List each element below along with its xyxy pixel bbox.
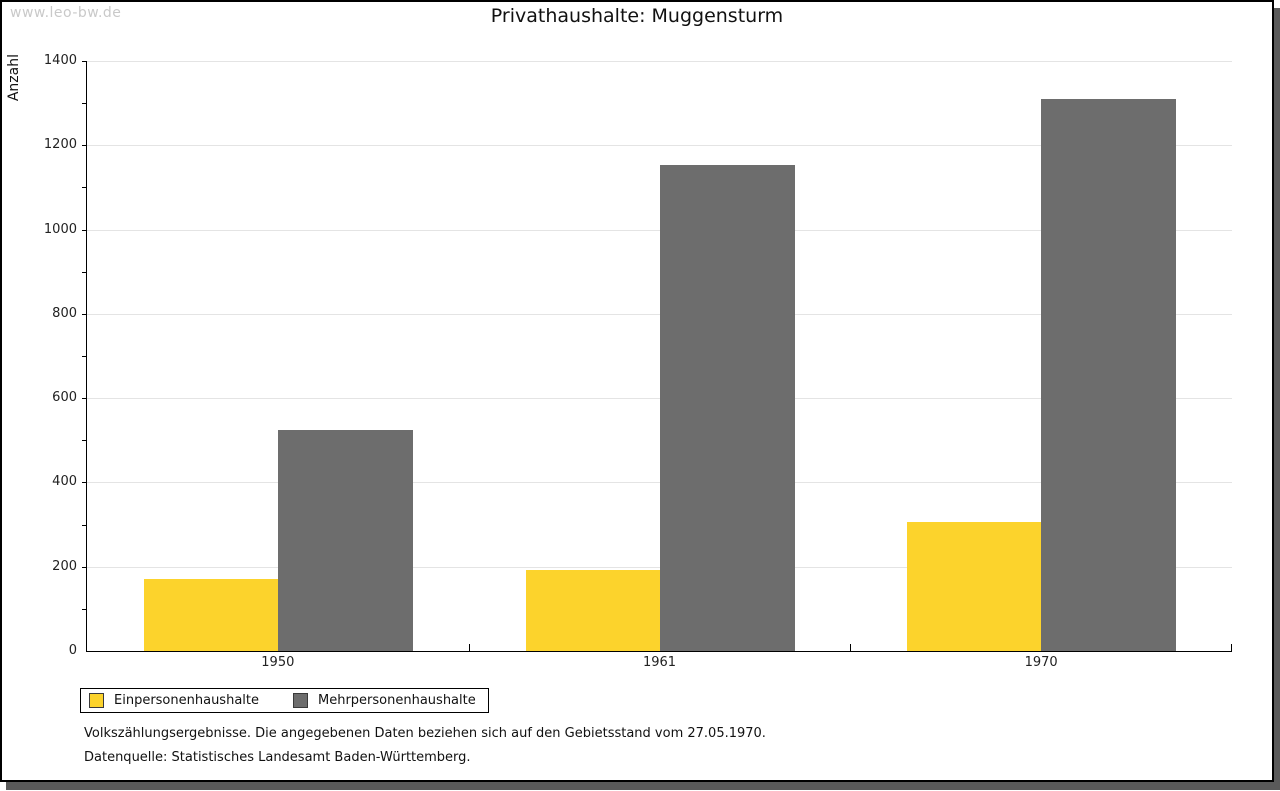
y-tick-400 — [82, 482, 86, 484]
gridline-y-1400 — [87, 61, 1232, 62]
bar-Einpersonenhaushalte-1950 — [143, 578, 278, 651]
y-tick-label-600: 600 — [52, 390, 77, 406]
footnote-census: Volkszählungsergebnisse. Die angegebenen… — [84, 726, 766, 741]
footnote-source: Datenquelle: Statistisches Landesamt Bad… — [84, 750, 471, 765]
y-tick-1400 — [82, 61, 86, 62]
y-axis-label: Anzahl — [6, 54, 22, 102]
y-tick-label-400: 400 — [52, 474, 77, 490]
legend-label: Mehrpersonenhaushalte — [318, 693, 476, 708]
legend-swatch-icon — [293, 693, 308, 708]
bar-Mehrpersonenhaushalte-1950 — [277, 429, 413, 651]
x-tick-boundary-2 — [850, 644, 852, 651]
y-tick-800 — [82, 313, 86, 315]
y-tick-300 — [82, 524, 86, 526]
y-tick-1200 — [82, 145, 86, 147]
gridline-y-1200 — [87, 145, 1232, 147]
bar-Einpersonenhaushalte-1961 — [525, 570, 660, 651]
x-tick-label-1950: 1950 — [261, 655, 295, 670]
x-axis-end-cap — [1231, 644, 1232, 651]
y-tick-700 — [82, 356, 86, 357]
bar-Mehrpersonenhaushalte-1961 — [659, 165, 795, 651]
y-tick-600 — [82, 398, 86, 400]
legend-item-Einpersonenhaushalte: Einpersonenhaushalte — [89, 693, 259, 708]
watermark-leo-bw: www.leo-bw.de — [10, 5, 122, 21]
y-tick-100 — [82, 608, 86, 610]
x-tick-label-1961: 1961 — [642, 655, 677, 670]
legend-swatch-icon — [89, 693, 104, 708]
legend: Einpersonenhaushalte Mehrpersonenhaushalt… — [80, 688, 489, 713]
y-tick-1300 — [82, 103, 86, 105]
y-tick-label-200: 200 — [52, 558, 77, 574]
y-tick-900 — [82, 271, 86, 273]
y-tick-label-1200: 1200 — [43, 137, 77, 153]
legend-item-Mehrpersonenhaushalte: Mehrpersonenhaushalte — [293, 693, 476, 708]
x-tick-boundary-1 — [468, 644, 470, 651]
y-tick-500 — [82, 440, 86, 442]
page-title: Privathaushalte: Muggensturm — [490, 5, 784, 27]
bar-Einpersonenhaushalte-1970 — [907, 522, 1042, 651]
legend-label: Einpersonenhaushalte — [114, 693, 259, 708]
y-tick-label-1400: 1400 — [43, 53, 77, 68]
y-tick-label-0: 0 — [68, 643, 77, 658]
y-tick-1000 — [82, 229, 86, 231]
bar-Mehrpersonenhaushalte-1970 — [1041, 98, 1177, 651]
y-tick-200 — [82, 566, 86, 568]
y-tick-label-800: 800 — [52, 305, 77, 321]
y-tick-1100 — [82, 187, 86, 189]
y-tick-label-1000: 1000 — [43, 221, 77, 237]
x-tick-label-1970: 1970 — [1024, 655, 1058, 670]
plot-area: 0 200 400 600 800 1000 1200 1400 1950 1961 1970 — [44, 53, 1232, 670]
